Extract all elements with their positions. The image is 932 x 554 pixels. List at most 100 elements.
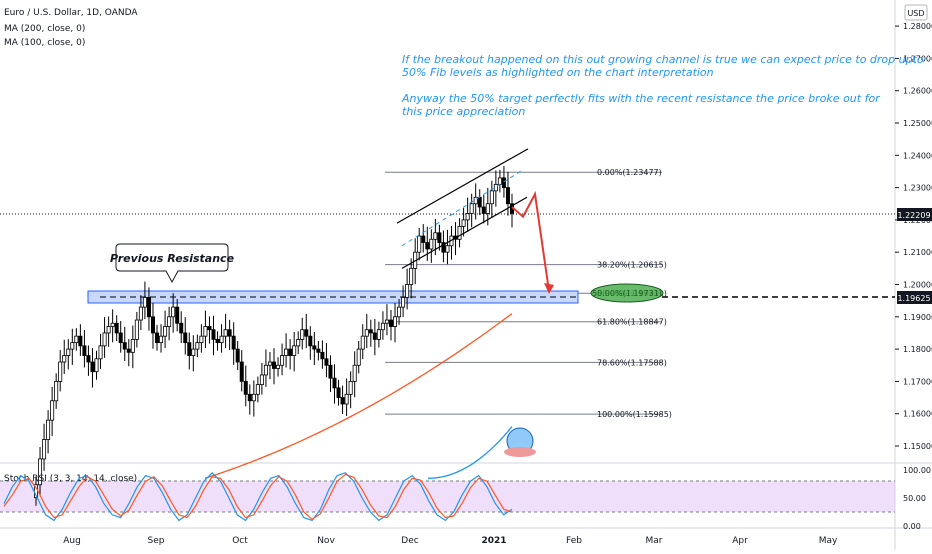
candle-body bbox=[304, 329, 309, 337]
candle-body bbox=[58, 361, 63, 382]
candle-body bbox=[344, 393, 349, 405]
channel-upper bbox=[396, 148, 529, 224]
candle-body bbox=[380, 322, 385, 331]
time-tick-label: Apr bbox=[732, 536, 748, 546]
candle-body bbox=[62, 355, 67, 363]
candle-body bbox=[360, 335, 365, 350]
candle-body bbox=[171, 306, 176, 318]
candle-body bbox=[316, 348, 321, 353]
candle-body bbox=[126, 348, 131, 353]
candle-body bbox=[441, 242, 446, 253]
logo-base bbox=[504, 447, 536, 457]
candle-body bbox=[187, 342, 192, 356]
candle-body bbox=[267, 361, 272, 366]
candle-body bbox=[122, 342, 127, 350]
candle-body bbox=[340, 397, 345, 405]
candle-body bbox=[203, 326, 208, 337]
candle-body bbox=[219, 335, 224, 344]
candle-body bbox=[397, 306, 402, 318]
candle-body bbox=[191, 348, 196, 356]
candle-body bbox=[417, 235, 422, 253]
price-tick-label: 1.24000 bbox=[903, 151, 932, 160]
candle-body bbox=[284, 348, 289, 356]
target-ellipse[interactable] bbox=[590, 283, 664, 303]
ma100-label: MA (100, close, 0) bbox=[4, 38, 85, 48]
price-tick-label: 1.25000 bbox=[903, 119, 932, 128]
moving-averages[interactable] bbox=[204, 313, 513, 479]
candle-body bbox=[50, 400, 55, 421]
annotation-line: 50% Fib levels as highlighted on the cha… bbox=[402, 66, 714, 79]
candle-body bbox=[130, 339, 135, 353]
candle-body bbox=[215, 339, 220, 344]
candle-body bbox=[493, 183, 498, 192]
candle-body bbox=[368, 329, 373, 334]
channel-lower bbox=[401, 196, 528, 269]
currency-button[interactable] bbox=[904, 4, 928, 21]
candle-body bbox=[54, 380, 59, 402]
candle-body bbox=[159, 335, 164, 344]
candle-body bbox=[320, 351, 325, 360]
candle-body bbox=[175, 306, 180, 324]
stoch-d-line bbox=[3, 473, 513, 521]
stoch-tick-label: 50.00 bbox=[903, 494, 926, 503]
candle-body bbox=[179, 322, 184, 334]
symbol-line: Euro / U.S. Dollar, 1D, OANDA bbox=[4, 8, 138, 18]
fib-label: 61.80%(1.18847) bbox=[597, 318, 667, 327]
candle-body bbox=[332, 377, 337, 389]
annotation-line: If the breakout happened on this out gro… bbox=[402, 53, 924, 66]
candle-body bbox=[247, 393, 252, 402]
candle-body bbox=[409, 267, 414, 285]
candle-body bbox=[501, 177, 506, 189]
price-tick-label: 1.16000 bbox=[903, 410, 932, 419]
ma100-line bbox=[427, 426, 513, 479]
candle-body bbox=[296, 339, 301, 347]
analysis-annotation: If the breakout happened on this out gro… bbox=[401, 53, 924, 118]
candle-body bbox=[469, 203, 474, 214]
price-tick-label: 1.17000 bbox=[903, 377, 932, 386]
candle-body bbox=[372, 332, 377, 340]
candle-body bbox=[421, 235, 426, 243]
candle-body bbox=[489, 190, 494, 205]
candle-body bbox=[276, 364, 281, 369]
price-tick-label: 1.27000 bbox=[903, 54, 932, 63]
candle-body bbox=[263, 364, 268, 376]
candle-body bbox=[42, 439, 47, 460]
candle-body bbox=[425, 242, 430, 250]
previous-resistance-callout[interactable]: Previous Resistance bbox=[110, 243, 235, 284]
stoch-lines[interactable]: 100.00 50.00 0.00 bbox=[3, 466, 931, 531]
candle-body bbox=[106, 326, 111, 334]
candle-body bbox=[183, 332, 188, 344]
candle-body bbox=[239, 361, 244, 382]
callout-text: Previous Resistance bbox=[110, 252, 235, 265]
time-tick-label: Dec bbox=[401, 536, 418, 546]
time-tick-label: Nov bbox=[317, 536, 335, 546]
time-tick-label: Mar bbox=[646, 536, 663, 546]
stoch-band bbox=[0, 481, 895, 512]
time-tick-label: Aug bbox=[63, 536, 81, 546]
candle-body bbox=[437, 232, 442, 243]
price-channel[interactable] bbox=[396, 148, 529, 269]
candle-body bbox=[477, 196, 482, 208]
candle-body bbox=[243, 380, 248, 395]
target-fib-label: 50.00%(1.19731) bbox=[592, 289, 662, 298]
projection-arrow[interactable] bbox=[511, 190, 550, 292]
price-tick-label: 1.15000 bbox=[903, 442, 932, 451]
stoch-label: Stoch RSI (3, 3, 14, 14, close) bbox=[4, 474, 137, 484]
candle-body bbox=[38, 458, 43, 486]
candle-body bbox=[445, 245, 450, 253]
candles[interactable] bbox=[34, 165, 514, 506]
candle-body bbox=[66, 348, 71, 356]
time-axis[interactable]: Aug Sep Oct Nov Dec 2021 Feb Mar Apr May bbox=[63, 536, 838, 546]
fib-label: 38.20%(1.20615) bbox=[597, 261, 667, 270]
candle-body bbox=[82, 345, 87, 356]
candle-body bbox=[505, 187, 510, 205]
candle-body bbox=[308, 335, 313, 347]
candle-body bbox=[356, 348, 361, 366]
fib-levels[interactable]: 0.00%(1.23477) 38.20%(1.20615) 50.00%(1.19… bbox=[385, 168, 672, 419]
candle-body bbox=[98, 345, 103, 360]
candle-body bbox=[280, 355, 285, 366]
time-tick-label: Oct bbox=[232, 536, 248, 546]
currency-button-label: USD bbox=[907, 9, 924, 18]
candle-body bbox=[393, 316, 398, 327]
